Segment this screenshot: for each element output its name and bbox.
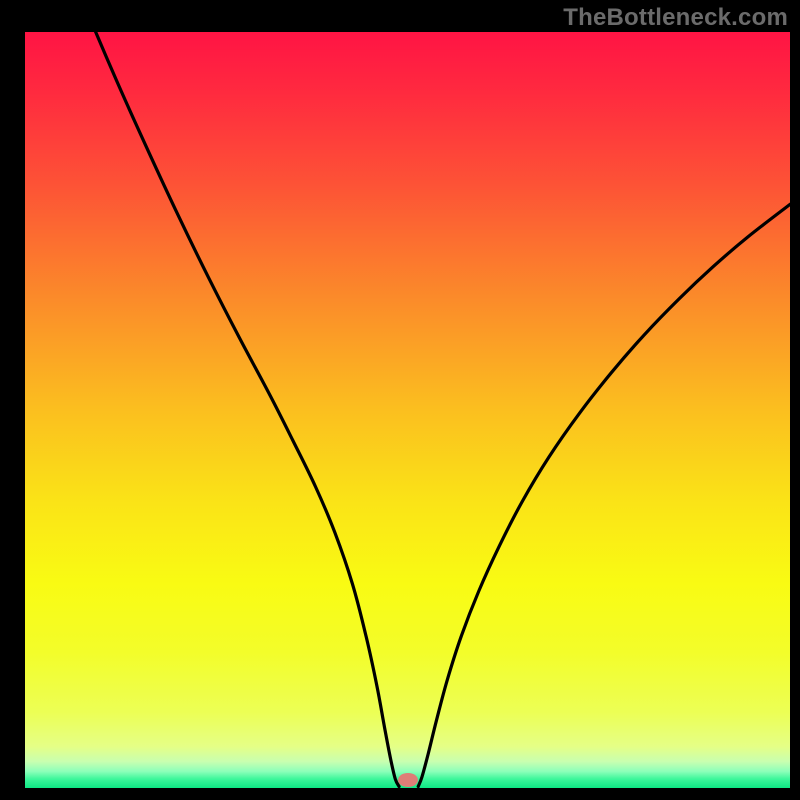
curve-left-branch: [25, 0, 399, 786]
bottleneck-curve: [0, 0, 800, 800]
curve-right-branch: [418, 204, 790, 786]
